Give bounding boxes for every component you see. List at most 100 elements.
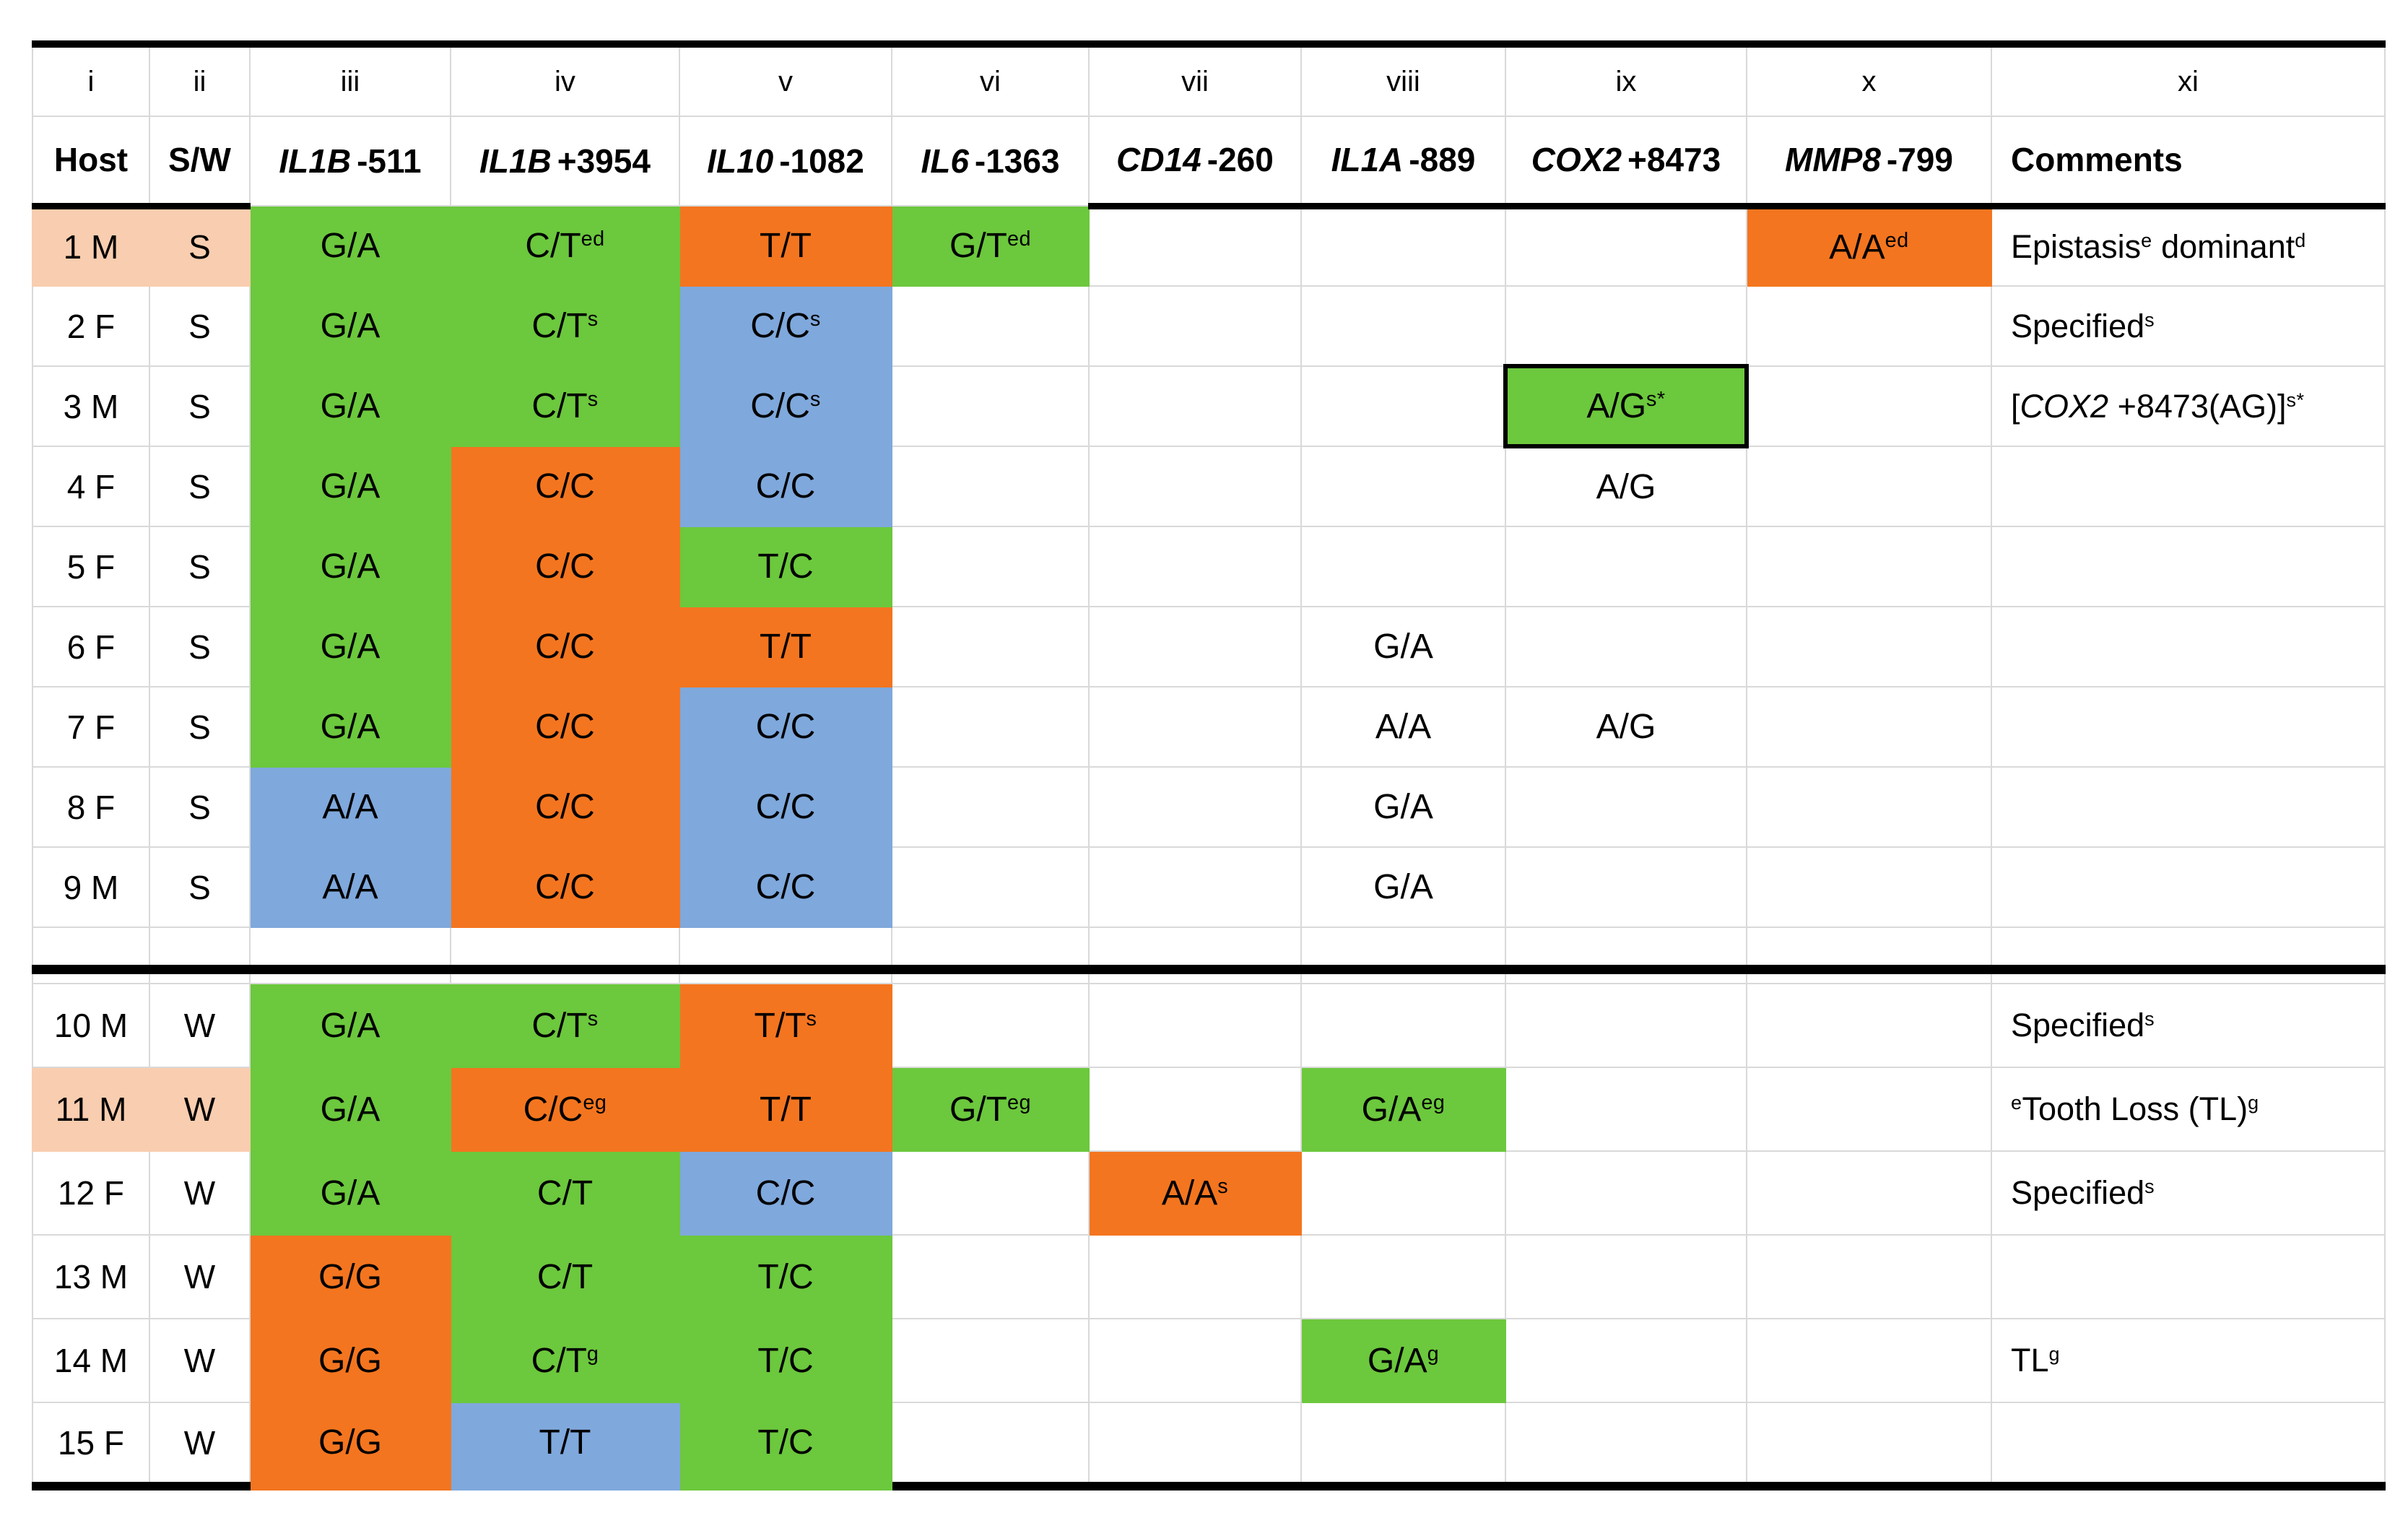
comment-cell: Specifieds <box>1991 983 2386 1068</box>
genotype-value: A/A <box>322 788 378 826</box>
gene-position: +8473 <box>1627 141 1721 179</box>
genotype-cell-vii <box>1088 983 1302 1068</box>
divider-cell <box>249 927 451 974</box>
column-index-vii: vii <box>1088 40 1302 117</box>
footnote-marker: g <box>2248 1092 2259 1114</box>
table-row: 1 M S G/A C/Ted T/T G/Ted A/Aed Epistasise domi… <box>32 205 2386 287</box>
footnote-marker: s* <box>2286 389 2305 411</box>
genotype-cell-iii: G/G <box>249 1402 451 1491</box>
gene-name: MMP8 <box>1785 141 1881 179</box>
gene-name: CD14 <box>1116 141 1201 179</box>
genotype-value: C/T <box>536 1173 594 1212</box>
sw-cell: W <box>149 1402 251 1491</box>
genotype-cell-v: C/C <box>679 446 892 527</box>
comment-text: Tooth Loss (TL) <box>2022 1090 2248 1127</box>
footnote-marker: s <box>587 388 599 412</box>
gene-name: IL1B <box>479 142 552 180</box>
genotype-value: G/A <box>320 1090 381 1129</box>
divider-cell <box>1746 927 1992 974</box>
genotype-cell-viii <box>1300 205 1506 287</box>
divider-cell <box>679 927 892 974</box>
footnote-marker: s <box>2144 1008 2155 1030</box>
genotype-cell-vi <box>891 1234 1090 1319</box>
genotype-value: C/C <box>535 868 595 906</box>
genotype-value: G/A <box>1373 868 1433 906</box>
genotype-cell-viii <box>1300 526 1506 607</box>
genotype-cell-ix <box>1505 285 1747 367</box>
genotype-cell-ix <box>1505 526 1747 607</box>
genotype-cell-iv: C/T <box>450 1150 680 1236</box>
genotype-cell-v: T/T <box>679 1067 892 1152</box>
genotype-value: A/A <box>1829 227 1885 266</box>
genotype-value: T/T <box>760 628 812 666</box>
genotype-cell-ix <box>1505 1402 1747 1491</box>
genotype-cell-iv: C/C <box>450 846 680 928</box>
genotype-cell-iii: G/A <box>249 446 451 527</box>
genotype-value: T/T <box>760 227 812 265</box>
comment-cell <box>1991 1402 2386 1491</box>
column-index-i: i <box>32 40 150 117</box>
genotype-cell-v: C/C <box>679 846 892 928</box>
header-cox2-8473: COX2 +8473 <box>1505 116 1747 209</box>
genotype-value: C/C <box>755 868 816 906</box>
genotype-cell-viii: G/Aeg <box>1300 1067 1506 1152</box>
genotype-cell-ix <box>1505 606 1747 687</box>
comment-cell <box>1991 766 2386 848</box>
comment-cell: eTooth Loss (TL)g <box>1991 1067 2386 1152</box>
genotype-cell-ix: A/Gs* <box>1503 364 1749 448</box>
genotype-value: C/C <box>535 628 595 666</box>
divider-cell <box>32 927 150 974</box>
divider-cell <box>450 927 680 974</box>
genotype-cell-iv: C/Ted <box>450 205 680 287</box>
genotype-value: C/T <box>525 227 581 265</box>
gene-name: IL6 <box>921 142 969 180</box>
divider-cell <box>679 968 892 984</box>
genotype-cell-ix <box>1505 1150 1747 1236</box>
table-row: 8 F S A/A C/C C/C G/A <box>32 766 2386 848</box>
host-cell: 8 F <box>32 766 150 848</box>
column-index-iii: iii <box>249 40 451 117</box>
sw-cell: S <box>149 606 251 687</box>
genotype-value: C/T <box>531 307 588 345</box>
genotype-cell-vii <box>1088 205 1302 287</box>
genotype-value: G/T <box>949 227 1007 265</box>
divider-cell <box>249 968 451 984</box>
genotype-cell-x <box>1746 983 1992 1068</box>
genotype-cell-ix <box>1505 1318 1747 1403</box>
header-comments: Comments <box>1991 116 2386 209</box>
table-row: 6 F S G/A C/C T/T G/A <box>32 606 2386 687</box>
divider-cell <box>1088 927 1302 974</box>
genotype-cell-x <box>1746 526 1992 607</box>
divider-cell <box>1505 968 1747 984</box>
divider-cell <box>1300 927 1506 974</box>
genotype-value: C/C <box>755 1173 816 1212</box>
gene-position: -511 <box>357 142 422 180</box>
genotype-cell-iv: C/T <box>450 1234 680 1319</box>
genotype-cell-vii <box>1088 766 1302 848</box>
divider-cell <box>891 927 1090 974</box>
genotype-cell-iii: G/A <box>249 526 451 607</box>
column-index-iv: iv <box>450 40 680 117</box>
genotype-cell-v: T/C <box>679 1234 892 1319</box>
footnote-marker: ed <box>1885 228 1909 252</box>
genotype-cell-viii: G/A <box>1300 846 1506 928</box>
divider-cell <box>32 968 150 984</box>
genotype-cell-x <box>1746 606 1992 687</box>
comment-text: Specified <box>2011 1007 2145 1043</box>
divider-cell <box>149 968 251 984</box>
header-il1b-511: IL1B -511 <box>249 116 451 207</box>
divider-cell <box>1300 968 1506 984</box>
header-il10-1082: IL10 -1082 <box>679 116 892 207</box>
table-row: 7 F S G/A C/C C/C A/A A/G <box>32 686 2386 768</box>
genotype-cell-ix <box>1505 1234 1747 1319</box>
header-il6-1363: IL6 -1363 <box>891 116 1090 207</box>
divider-cell <box>1991 927 2386 974</box>
genotype-cell-v: T/Ts <box>679 983 892 1068</box>
footnote-marker: s <box>587 1007 599 1030</box>
genotype-cell-vi <box>891 766 1090 848</box>
genotype-value: G/A <box>1373 628 1433 666</box>
genotype-cell-v: T/C <box>679 526 892 607</box>
genotype-cell-viii: G/A <box>1300 766 1506 848</box>
genotype-cell-iv: C/C <box>450 686 680 768</box>
